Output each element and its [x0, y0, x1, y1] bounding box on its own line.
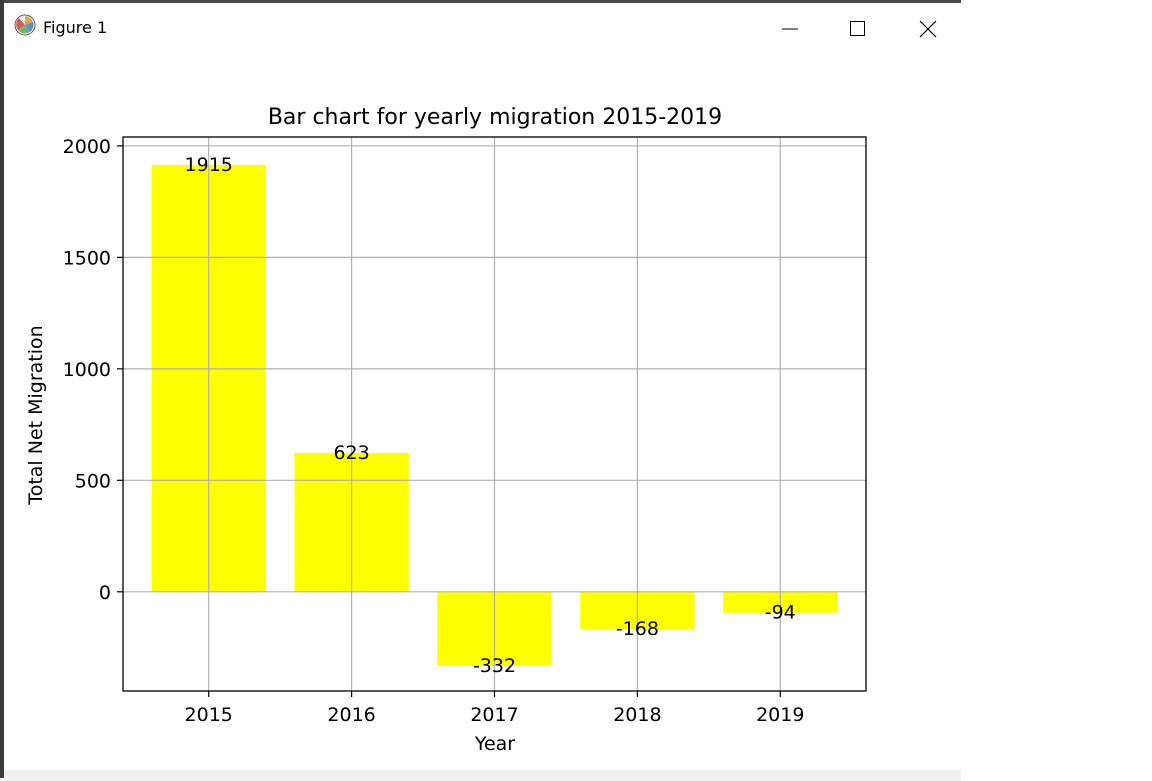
minimize-icon — [782, 28, 798, 30]
y-tick-label: 0 — [99, 582, 111, 604]
x-tick-label: 2017 — [470, 704, 518, 726]
toolbar-strip — [4, 770, 961, 781]
minimize-button[interactable] — [766, 9, 812, 43]
y-tick-label: 1500 — [63, 247, 111, 269]
close-button[interactable] — [905, 9, 951, 43]
data-label: 623 — [333, 442, 369, 464]
desktop-edge — [0, 0, 4, 778]
data-label: 1915 — [185, 154, 233, 176]
y-axis-label: Total Net Migration — [25, 325, 47, 505]
x-tick-label: 2016 — [327, 704, 375, 726]
x-axis-label: Year — [474, 733, 515, 755]
matplotlib-icon — [14, 14, 36, 36]
data-label: -332 — [473, 655, 516, 677]
y-tick-label: 500 — [75, 470, 111, 492]
chart-title: Bar chart for yearly migration 2015-2019 — [268, 105, 722, 130]
y-tick-label: 1000 — [63, 359, 111, 381]
close-icon — [919, 20, 937, 38]
maximize-button[interactable] — [834, 9, 880, 43]
bar-chart: 0 500 1000 1500 2000 2015 2016 2017 2018 2019 191… — [25, 105, 867, 755]
ticks: 0 500 1000 1500 2000 2015 2016 2017 2018 2019 — [63, 136, 805, 726]
data-label: -94 — [765, 602, 796, 624]
data-labels: 1915 623 -332 -168 -94 — [185, 154, 796, 677]
title-bar[interactable]: Figure 1 — [4, 3, 961, 51]
figure-window: Figure 1 0 500 1000 1500 2000 2015 2016 2017 201… — [4, 0, 961, 781]
data-label: -168 — [616, 618, 659, 640]
x-tick-label: 2019 — [756, 704, 804, 726]
y-tick-label: 2000 — [63, 136, 111, 158]
maximize-icon — [850, 21, 865, 36]
grid-overlay — [123, 137, 866, 691]
desktop-background — [961, 0, 1152, 778]
window-title: Figure 1 — [43, 18, 108, 37]
x-tick-label: 2015 — [185, 704, 233, 726]
x-tick-label: 2018 — [613, 704, 661, 726]
